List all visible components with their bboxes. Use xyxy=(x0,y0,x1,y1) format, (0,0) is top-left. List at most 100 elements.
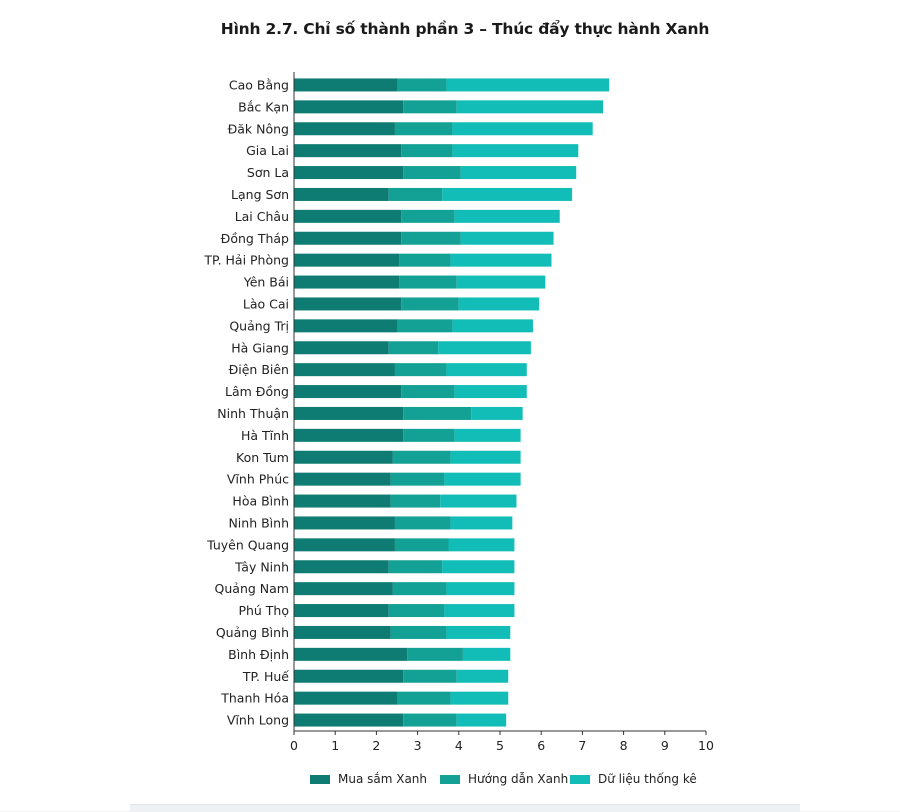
bar-segment-huong-dan-xanh-bac-kan xyxy=(403,100,457,114)
bar-segment-mua-sam-xanh-vinh-phuc xyxy=(294,472,391,486)
bar-segment-du-lieu-thong-ke-thanh-hoa xyxy=(450,691,509,705)
bar-segment-huong-dan-xanh-gia-lai xyxy=(401,144,453,158)
bar-segment-huong-dan-xanh-lam-dong xyxy=(401,385,455,399)
bar-segment-du-lieu-thong-ke-tp-hai-phong xyxy=(450,253,552,267)
bar-segment-mua-sam-xanh-ha-tinh xyxy=(294,428,404,442)
bar-segment-mua-sam-xanh-tp-hai-phong xyxy=(294,253,400,267)
category-label-hoa-binh: Hòa Bình xyxy=(232,494,289,509)
bar-segment-du-lieu-thong-ke-ha-tinh xyxy=(454,428,521,442)
category-label-dien-bien: Điện Biên xyxy=(229,362,289,377)
bar-segment-huong-dan-xanh-ninh-thuan xyxy=(403,406,472,420)
bar-segment-du-lieu-thong-ke-vinh-long xyxy=(456,713,507,727)
bar-segment-huong-dan-xanh-phu-tho xyxy=(388,604,445,618)
bar-segment-mua-sam-xanh-tp-hue xyxy=(294,669,404,683)
bar-segment-mua-sam-xanh-ha-giang xyxy=(294,341,389,355)
bar-segment-mua-sam-xanh-thanh-hoa xyxy=(294,691,397,705)
category-label-lang-son: Lạng Sơn xyxy=(231,187,289,202)
bar-segment-du-lieu-thong-ke-quang-tri xyxy=(452,319,533,333)
bar-segment-du-lieu-thong-ke-dien-bien xyxy=(446,363,527,377)
category-label-ha-tinh: Hà Tĩnh xyxy=(241,428,289,443)
bar-segment-du-lieu-thong-ke-gia-lai xyxy=(452,144,579,158)
bar-segment-mua-sam-xanh-quang-binh xyxy=(294,625,391,639)
category-label-binh-dinh: Bình Định xyxy=(228,647,289,662)
bar-segment-huong-dan-xanh-yen-bai xyxy=(399,275,457,289)
category-label-cao-bang: Cao Bằng xyxy=(229,77,289,92)
bar-segment-du-lieu-thong-ke-ninh-thuan xyxy=(471,406,523,420)
bar-segment-mua-sam-xanh-bac-kan xyxy=(294,100,404,114)
category-label-vinh-long: Vĩnh Long xyxy=(227,713,289,728)
legend-item-mua-sam-xanh: Mua sắm Xanh xyxy=(310,771,427,787)
legend-item-huong-dan-xanh: Hướng dẫn Xanh xyxy=(440,771,568,787)
bar-segment-du-lieu-thong-ke-bac-kan xyxy=(456,100,603,114)
bar-segment-mua-sam-xanh-tay-ninh xyxy=(294,560,389,574)
bar-segment-huong-dan-xanh-thanh-hoa xyxy=(397,691,451,705)
bar-segment-huong-dan-xanh-vinh-long xyxy=(403,713,457,727)
bar-segment-mua-sam-xanh-lai-chau xyxy=(294,209,402,223)
bar-segment-du-lieu-thong-ke-cao-bang xyxy=(446,78,610,92)
bar-segment-mua-sam-xanh-dien-bien xyxy=(294,363,395,377)
chart-legend: Mua sắm Xanh Hướng dẫn Xanh Dữ liệu thốn… xyxy=(300,771,720,791)
bar-segment-mua-sam-xanh-dak-nong xyxy=(294,122,395,136)
x-tick-label-5: 5 xyxy=(496,738,504,753)
category-label-quang-binh: Quảng Bình xyxy=(216,625,289,640)
x-tick-label-3: 3 xyxy=(414,738,422,753)
bar-segment-du-lieu-thong-ke-binh-dinh xyxy=(462,647,511,661)
bar-segment-huong-dan-xanh-ha-tinh xyxy=(403,428,455,442)
bar-segment-mua-sam-xanh-kon-tum xyxy=(294,450,393,464)
bar-segment-huong-dan-xanh-tay-ninh xyxy=(388,560,443,574)
bar-segment-du-lieu-thong-ke-quang-binh xyxy=(446,625,511,639)
bar-segment-mua-sam-xanh-yen-bai xyxy=(294,275,400,289)
x-tick-label-2: 2 xyxy=(372,738,380,753)
bar-segment-du-lieu-thong-ke-lam-dong xyxy=(454,385,527,399)
legend-label-huong-dan-xanh: Hướng dẫn Xanh xyxy=(468,772,569,786)
bar-segment-du-lieu-thong-ke-lai-chau xyxy=(454,209,560,223)
bar-segment-du-lieu-thong-ke-lang-son xyxy=(442,187,573,201)
x-tick-label-10: 10 xyxy=(698,738,714,753)
bar-segment-huong-dan-xanh-dak-nong xyxy=(394,122,453,136)
bar-segment-mua-sam-xanh-lam-dong xyxy=(294,385,402,399)
bar-segment-huong-dan-xanh-dien-bien xyxy=(394,363,447,377)
bar-segment-huong-dan-xanh-kon-tum xyxy=(392,450,451,464)
bar-segment-huong-dan-xanh-binh-dinh xyxy=(407,647,463,661)
bar-segment-mua-sam-xanh-son-la xyxy=(294,166,404,180)
bar-segment-du-lieu-thong-ke-kon-tum xyxy=(450,450,521,464)
category-label-lao-cai: Lào Cai xyxy=(243,296,289,311)
category-label-ninh-thuan: Ninh Thuận xyxy=(217,406,289,421)
bar-segment-du-lieu-thong-ke-ha-giang xyxy=(438,341,531,355)
x-tick-label-8: 8 xyxy=(620,738,628,753)
category-label-thanh-hoa: Thanh Hóa xyxy=(220,691,289,706)
bar-segment-mua-sam-xanh-ninh-thuan xyxy=(294,406,404,420)
legend-label-mua-sam-xanh: Mua sắm Xanh xyxy=(338,772,428,786)
bar-segment-huong-dan-xanh-tuyen-quang xyxy=(394,538,449,552)
x-tick-label-7: 7 xyxy=(578,738,586,753)
bar-segment-huong-dan-xanh-lai-chau xyxy=(401,209,455,223)
bar-segment-du-lieu-thong-ke-tuyen-quang xyxy=(448,538,515,552)
category-label-dong-thap: Đồng Tháp xyxy=(221,231,289,246)
bar-segment-mua-sam-xanh-dong-thap xyxy=(294,231,402,245)
bar-segment-huong-dan-xanh-hoa-binh xyxy=(390,494,441,508)
x-tick-label-1: 1 xyxy=(331,738,339,753)
x-tick-label-4: 4 xyxy=(455,738,463,753)
category-label-ha-giang: Hà Giang xyxy=(231,340,289,355)
x-tick-label-6: 6 xyxy=(537,738,545,753)
bar-segment-mua-sam-xanh-quang-tri xyxy=(294,319,397,333)
bar-segment-huong-dan-xanh-tp-hai-phong xyxy=(399,253,451,267)
legend-swatch-du-lieu-thong-ke xyxy=(570,774,590,784)
category-label-son-la: Sơn La xyxy=(247,165,289,180)
bar-segment-huong-dan-xanh-dong-thap xyxy=(401,231,461,245)
bar-segment-du-lieu-thong-ke-dak-nong xyxy=(452,122,593,136)
legend-item-du-lieu-thong-ke: Dữ liệu thống kê xyxy=(570,771,697,787)
legend-swatch-huong-dan-xanh xyxy=(440,774,460,784)
bar-segment-mua-sam-xanh-hoa-binh xyxy=(294,494,391,508)
chart-title: Hình 2.7. Chỉ số thành phần 3 – Thúc đẩy… xyxy=(220,20,710,38)
category-label-phu-tho: Phú Thọ xyxy=(238,603,289,618)
bar-segment-du-lieu-thong-ke-phu-tho xyxy=(444,604,515,618)
x-tick-label-9: 9 xyxy=(661,738,669,753)
bar-segment-du-lieu-thong-ke-dong-thap xyxy=(460,231,554,245)
category-label-ninh-binh: Ninh Bình xyxy=(228,515,289,530)
category-label-yen-bai: Yên Bái xyxy=(243,275,289,290)
bar-segment-mua-sam-xanh-lao-cai xyxy=(294,297,402,311)
bar-segment-huong-dan-xanh-tp-hue xyxy=(403,669,457,683)
